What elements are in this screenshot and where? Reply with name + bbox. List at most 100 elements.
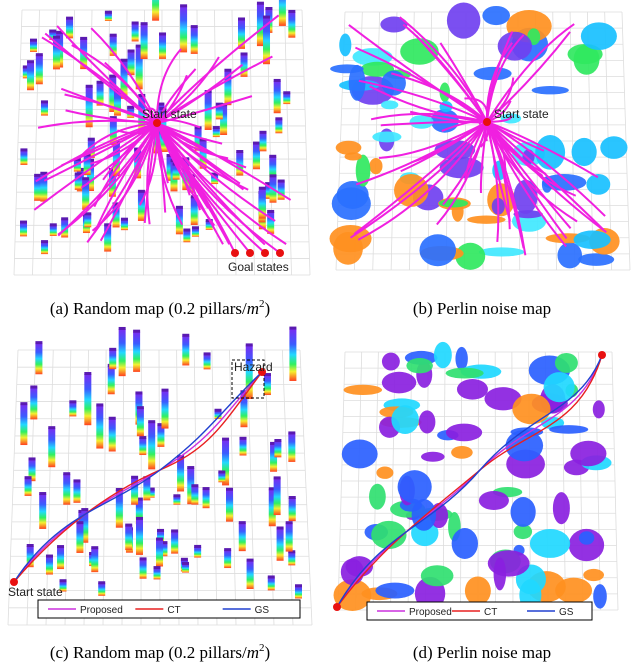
pillar: [39, 494, 47, 529]
pillar: [182, 563, 190, 573]
obstacle: [439, 156, 484, 179]
obstacle: [421, 451, 445, 462]
obstacle: [478, 491, 509, 510]
tree-branch: [353, 121, 488, 235]
obstacle: [355, 154, 371, 187]
pillar: [20, 222, 28, 237]
pillar-top: [276, 526, 284, 530]
pillar: [273, 80, 281, 114]
tree-branch: [156, 95, 253, 124]
pillar-top: [148, 420, 156, 424]
obstacle: [335, 140, 362, 155]
pillar-top: [194, 544, 202, 548]
obstacle: [339, 33, 352, 57]
pillar-top: [28, 457, 36, 461]
obstacle: [583, 568, 604, 582]
tree-branch: [391, 72, 488, 123]
pillar-top: [240, 390, 248, 394]
pillar-top: [69, 400, 77, 404]
tree-branch: [79, 122, 158, 158]
pillar-top: [49, 29, 57, 33]
pillar-top: [84, 212, 92, 216]
pillar: [276, 528, 284, 561]
obstacle: [446, 2, 481, 39]
pillar: [240, 392, 248, 428]
pillar: [113, 90, 121, 116]
state-marker: [246, 249, 254, 257]
pillar-top: [41, 240, 49, 244]
pillar-top: [135, 391, 143, 395]
pillar: [139, 438, 147, 456]
pillar: [220, 105, 228, 135]
pillar: [45, 556, 53, 575]
pillar-top: [96, 403, 104, 407]
tree-branch: [156, 122, 281, 254]
tree-branch: [442, 121, 488, 206]
obstacle: [573, 230, 611, 249]
obstacle: [531, 86, 569, 95]
pillar-top: [26, 544, 34, 548]
pillar: [35, 55, 43, 85]
pillar: [84, 374, 92, 426]
legend-label: Proposed: [80, 605, 123, 616]
pillar-top: [85, 84, 93, 88]
pillar: [136, 518, 144, 555]
pillar: [135, 46, 143, 90]
grid-line: [158, 349, 161, 626]
pillar: [152, 0, 160, 21]
obstacle: [451, 446, 473, 459]
pillar: [245, 345, 253, 399]
pillar-top: [180, 557, 188, 561]
pillar: [20, 150, 28, 165]
pillar: [41, 242, 49, 255]
pillar: [160, 543, 168, 557]
pillar: [73, 159, 81, 172]
state-marker: [258, 368, 266, 376]
pillar: [288, 498, 296, 522]
pillar-top: [288, 431, 296, 435]
pillar: [289, 328, 297, 381]
pillar: [120, 219, 128, 231]
legend-label: GS: [559, 607, 574, 618]
pillar-top: [48, 426, 56, 430]
pillar: [48, 428, 56, 468]
obstacle: [451, 528, 479, 559]
pillar-top: [87, 137, 95, 141]
pillar-top: [57, 545, 65, 549]
legend-label: Proposed: [409, 607, 452, 618]
pillar: [159, 34, 167, 59]
tree-branch: [44, 32, 158, 124]
pillar-top: [199, 138, 207, 142]
tree-branch: [485, 42, 513, 123]
pillar: [87, 160, 95, 192]
pillar-top: [288, 496, 296, 500]
pillar-top: [159, 32, 167, 36]
pillar-top: [76, 521, 84, 525]
pillar-top: [273, 476, 281, 480]
pillar-top: [56, 30, 64, 34]
pillar: [202, 489, 210, 509]
pillar: [63, 474, 71, 505]
pillar-top: [285, 521, 293, 525]
pillar-top: [30, 385, 38, 389]
pillar: [288, 552, 296, 566]
pillar: [238, 523, 246, 552]
pillar-top: [173, 494, 181, 498]
obstacle: [464, 576, 491, 606]
pillar: [159, 109, 167, 139]
pillar-top: [84, 372, 92, 376]
state-marker: [276, 249, 284, 257]
pillar-top: [269, 174, 277, 178]
legend-label: CT: [484, 607, 497, 618]
pillar: [211, 174, 219, 185]
obstacle: [571, 137, 597, 167]
obstacle: [371, 520, 407, 550]
state-marker: [153, 119, 161, 127]
label: Hazard: [234, 360, 273, 374]
label: Start state: [494, 107, 549, 121]
pillar-top: [194, 126, 202, 130]
pillar-top: [240, 52, 248, 56]
grid-line: [482, 11, 484, 271]
obstacle: [352, 48, 393, 66]
